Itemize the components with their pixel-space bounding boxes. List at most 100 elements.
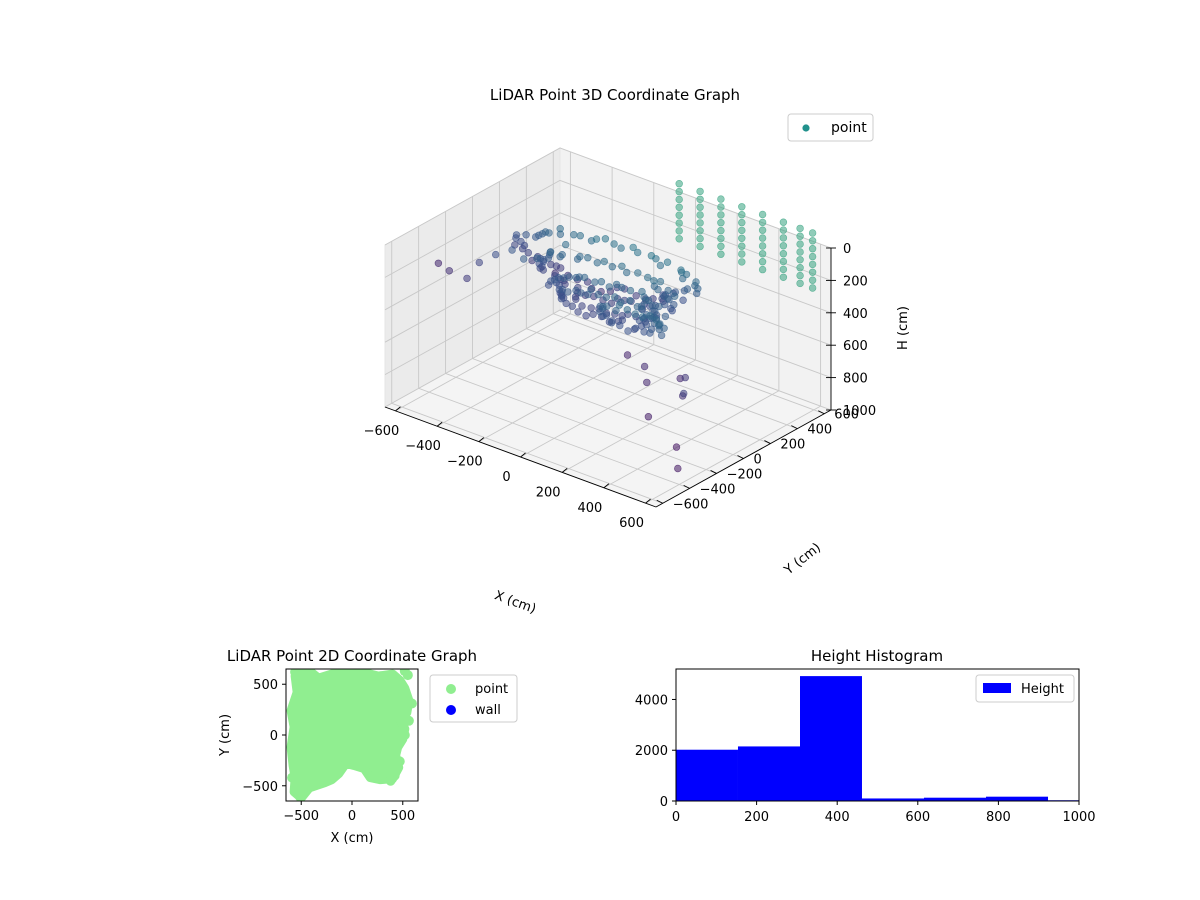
chart-3d-point [796,256,804,264]
chart-3d-point [574,308,582,316]
histogram-bar [985,796,1049,801]
chart-3d-point [738,234,746,243]
chart-3d-y-tick [683,484,690,489]
chart-3d-point [661,312,670,321]
chart-3d-point [681,373,689,382]
chart-2d-xlabel: X (cm) [331,831,374,846]
chart-3d-point [587,285,595,294]
chart-3d-point [717,211,725,219]
chart-3d-point [696,211,704,219]
chart-3d-point [758,250,767,258]
chart-2d-y-tick-label: 0 [270,729,278,744]
chart-3d-point [717,242,725,251]
chart-3d-point [675,219,683,227]
chart-3d-point [626,296,634,305]
chart-3d-point [779,226,788,234]
chart-2d-point [394,756,405,767]
chart-3d-point [656,261,665,270]
chart-3d-point [808,245,817,253]
chart-2d-legend-point-label: point [475,682,508,697]
chart-3d-legend-marker [802,124,810,132]
chart-3d-point [624,327,632,335]
histogram-plot-area [676,676,1079,801]
chart-3d-y-tick-label: 400 [807,423,832,438]
chart-3d-z-tick-label: 800 [843,372,868,387]
chart-3d-title: LiDAR Point 3D Coordinate Graph [490,86,740,104]
histogram-bar [924,797,986,801]
chart-3d-point [758,242,767,250]
chart-3d-x-tick [395,406,401,412]
chart-3d-point [547,260,555,269]
chart-3d-point [738,226,746,235]
chart-3d-point [445,267,453,275]
chart-3d-point [779,242,788,250]
chart-3d-point [611,293,619,301]
chart-3d-point [603,302,611,310]
chart-3d-point [647,252,656,260]
chart-3d-point [696,219,704,227]
chart-3d-point [650,277,658,285]
chart-3d-y-tick [791,425,798,430]
histogram-x-tick-label: 200 [744,810,769,825]
chart-3d-point [779,265,788,274]
chart-3d-point [434,259,443,267]
chart-3d-point [524,249,532,257]
chart-2d-points [286,669,417,801]
chart-3d-point [576,232,584,240]
chart-3d-point [642,321,651,329]
chart-3d-x-tick-label: 400 [577,501,602,516]
chart-3d-point [779,250,788,258]
chart-2d-point [393,677,404,688]
chart-3d-point [612,280,621,289]
chart-3d-point [717,226,725,235]
chart-2d: LiDAR Point 2D Coordinate Graph −500 0 500… [218,647,518,846]
chart-3d-point [492,250,500,259]
chart-3d-point [683,285,692,293]
chart-3d-grid [384,147,832,504]
chart-3d-point [663,258,672,266]
chart-3d-y-tick-label: 600 [834,408,859,423]
chart-3d-point [592,235,601,243]
chart-2d-point [406,698,417,709]
chart-2d-point [314,772,325,783]
chart-3d-x-tick [520,452,526,458]
chart-3d-point [594,290,602,299]
chart-3d-point [607,319,616,327]
chart-3d-point [675,195,683,204]
chart-3d: LiDAR Point 3D Coordinate Graph −600−400… [364,86,911,617]
chart-3d-point [591,278,599,286]
chart-3d-y-tick [710,470,717,474]
chart-3d-y-tick [656,499,663,504]
chart-3d-axes: −600−400−2000200400600−600−400−200020040… [364,242,877,531]
chart-3d-point [672,443,681,451]
chart-3d-y-tick-label: −200 [727,467,763,482]
chart-3d-point [640,362,649,371]
chart-3d-point [738,203,746,211]
histogram-frame [675,668,1080,802]
chart-3d-point [580,273,589,282]
chart-2d-plot-area [286,669,417,801]
chart-3d-point [696,187,704,196]
chart-2d-point [377,768,388,779]
chart-3d-y-tick [764,440,771,444]
chart-3d-point [796,224,804,233]
chart-3d-point [601,235,610,243]
chart-3d-point [463,274,471,283]
chart-3d-point [692,278,700,286]
chart-2d-legend: point wall [429,674,518,723]
chart-3d-y-tick-label: 0 [754,453,762,468]
chart-3d-legend-label: point [831,120,867,136]
histogram-ticks: 0 200 400 600 800 1000 0 2000 4000 [635,693,1096,825]
chart-3d-point [675,211,683,219]
chart-3d-point [675,235,683,243]
chart-3d-point [674,464,682,473]
chart-3d-point [508,246,516,254]
chart-3d-point [758,265,767,274]
chart-3d-point [664,286,672,295]
chart-3d-point [589,310,597,318]
chart-3d-point [696,203,704,211]
histogram-x-tick-label: 1000 [1062,810,1095,825]
chart-3d-point [618,262,626,270]
chart-3d-point [576,252,584,261]
